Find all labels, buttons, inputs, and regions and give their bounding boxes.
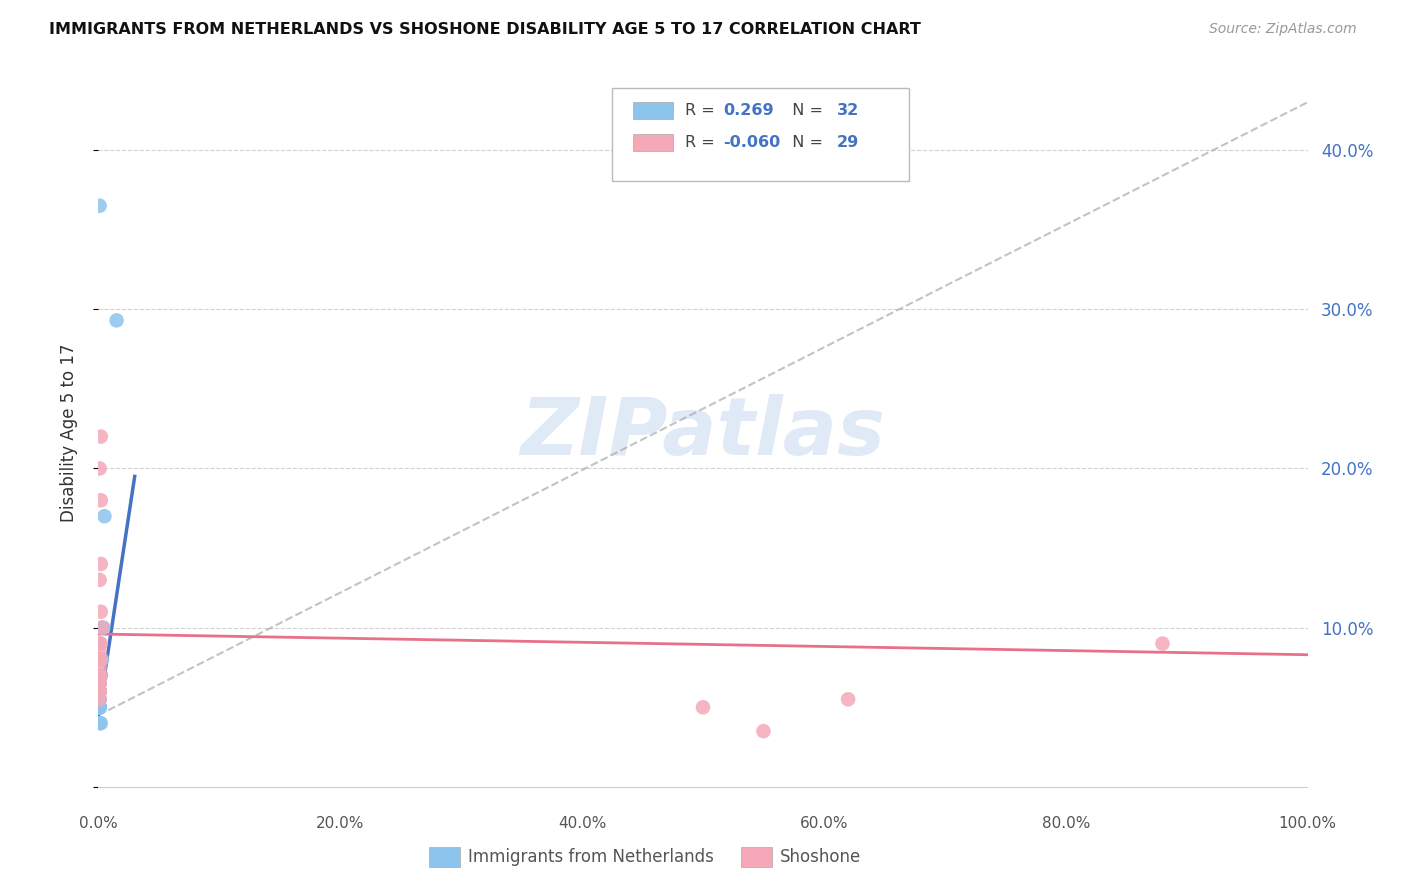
Point [752,724,775,739]
Point [90,493,112,508]
Text: Source: ZipAtlas.com: Source: ZipAtlas.com [1209,22,1357,37]
Point [89,684,111,698]
Point [89,652,111,666]
Point [89,700,111,714]
Point [89,676,111,690]
Point [90,652,112,666]
Point [89,652,111,666]
Text: ZIPatlas: ZIPatlas [520,393,886,472]
Point [89,660,111,674]
Text: R =: R = [685,103,720,118]
Text: R =: R = [685,135,720,150]
Point [89,684,111,698]
Point [89,684,111,698]
Point [89,652,111,666]
Point [89,700,111,714]
Point [89,676,111,690]
Point [90,652,112,666]
Point [89,637,111,651]
Point [89,644,111,658]
Point [89,684,111,698]
Point [1152,637,1174,651]
Point [105,313,128,327]
Point [93,509,115,524]
Point [89,637,111,651]
Point [89,668,111,682]
Text: Immigrants from Netherlands: Immigrants from Netherlands [468,848,714,866]
Text: Shoshone: Shoshone [780,848,862,866]
Point [89,573,111,587]
Point [90,637,112,651]
FancyBboxPatch shape [633,135,672,151]
Point [89,716,111,731]
Text: -0.060: -0.060 [724,135,780,150]
Point [91,621,114,635]
Point [89,668,111,682]
Point [89,684,111,698]
Point [89,668,111,682]
Point [90,668,112,682]
Point [89,684,111,698]
Text: 32: 32 [837,103,859,118]
Point [89,684,111,698]
Point [89,700,111,714]
Point [90,605,112,619]
Point [89,199,111,213]
Text: N =: N = [782,135,828,150]
Point [692,700,714,714]
Point [89,692,111,706]
Point [91,652,114,666]
Text: 0.269: 0.269 [724,103,775,118]
FancyBboxPatch shape [613,88,908,181]
Point [89,684,111,698]
Point [89,676,111,690]
Point [90,652,112,666]
FancyBboxPatch shape [633,103,672,119]
Point [89,652,111,666]
Text: 29: 29 [837,135,859,150]
Point [89,652,111,666]
Point [91,621,114,635]
Point [89,692,111,706]
Point [89,461,111,475]
Point [89,700,111,714]
Point [837,692,859,706]
Point [91,621,114,635]
Point [89,676,111,690]
Point [89,692,111,706]
Point [90,429,112,443]
Point [89,700,111,714]
Point [90,668,112,682]
Point [90,557,112,571]
Text: IMMIGRANTS FROM NETHERLANDS VS SHOSHONE DISABILITY AGE 5 TO 17 CORRELATION CHART: IMMIGRANTS FROM NETHERLANDS VS SHOSHONE … [49,22,921,37]
Y-axis label: Disability Age 5 to 17: Disability Age 5 to 17 [59,343,77,522]
Text: N =: N = [782,103,828,118]
Point [89,668,111,682]
Point [89,676,111,690]
Point [89,700,111,714]
Point [90,716,112,731]
Point [89,700,111,714]
